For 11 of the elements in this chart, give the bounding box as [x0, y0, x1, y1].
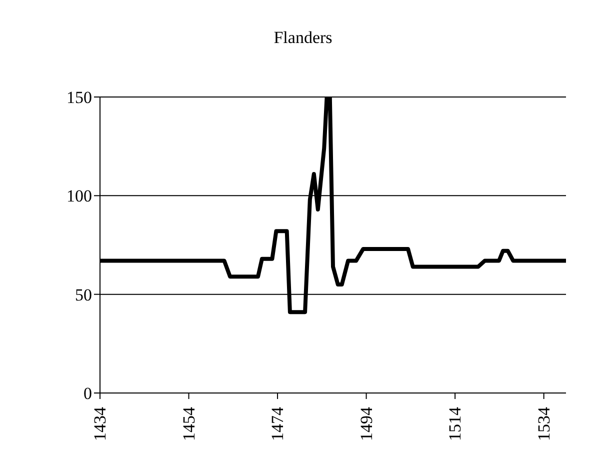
- y-tick-label: 0: [84, 384, 92, 404]
- x-tick-label: 1454: [179, 406, 198, 441]
- y-tick-label: 150: [66, 88, 92, 108]
- x-tick-label: 1474: [268, 406, 288, 441]
- chart-title: Flanders: [272, 27, 334, 49]
- x-tick-label: 1494: [356, 406, 376, 441]
- x-tick-label: 1434: [90, 406, 110, 441]
- y-tick-label: 50: [75, 285, 92, 304]
- x-tick-label: 1534: [534, 406, 554, 441]
- y-tick-label: 100: [66, 186, 92, 206]
- x-tick-label: 1514: [446, 406, 465, 441]
